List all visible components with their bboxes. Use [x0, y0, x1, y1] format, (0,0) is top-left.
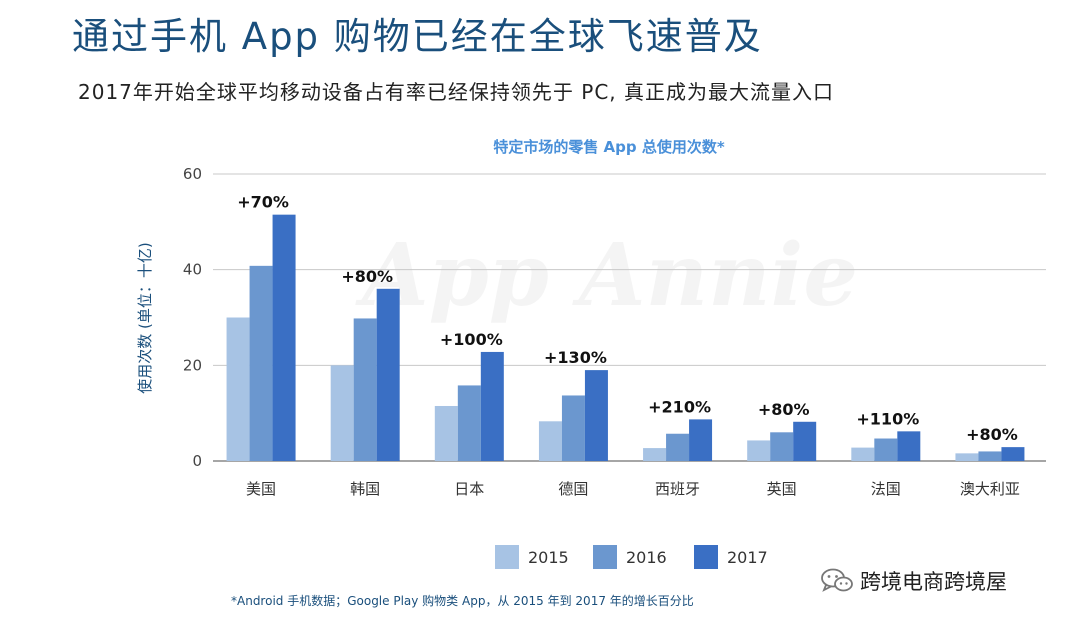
page-subtitle: 2017年开始全球平均移动设备占有率已经保持领先于 PC, 真正成为最大流量入口	[78, 80, 834, 104]
bar-2015	[538, 421, 562, 461]
legend: 2015 2016 2017	[495, 545, 768, 569]
x-tick-label: 德国	[558, 480, 588, 498]
bar-2017	[1001, 447, 1025, 461]
x-tick-label: 美国	[246, 480, 276, 498]
bar-2016	[561, 395, 585, 461]
growth-label: +80%	[341, 267, 393, 286]
x-tick-label: 英国	[767, 480, 797, 498]
bar-2017	[480, 351, 504, 461]
growth-label: +70%	[237, 193, 289, 212]
bar-2015	[955, 453, 979, 461]
brand-badge: 跨境电商跨境屋	[820, 566, 1007, 596]
growth-label: +80%	[966, 425, 1018, 444]
legend-swatch-2015	[495, 545, 519, 569]
bar-2017	[272, 214, 296, 461]
y-tick-label: 0	[192, 452, 202, 470]
legend-label: 2015	[528, 548, 569, 567]
bar-2015	[747, 440, 771, 461]
page-title: 通过手机 App 购物已经在全球飞速普及	[72, 15, 763, 58]
growth-label: +110%	[856, 409, 919, 428]
bar-2015	[434, 405, 458, 461]
bar-2016	[874, 438, 898, 461]
bar-2016	[770, 432, 794, 461]
bar-2017	[376, 288, 400, 461]
y-tick-label: 20	[183, 356, 202, 374]
bar-2016	[353, 318, 377, 461]
x-tick-label: 韩国	[350, 480, 380, 498]
bar-2017	[897, 431, 921, 461]
bar-2015	[330, 365, 354, 461]
growth-annotations: +70% +80% +100% +130% +210% +80% +110% +80%	[237, 193, 1018, 444]
bar-2017	[793, 421, 817, 461]
bar-2016	[457, 385, 481, 461]
growth-label: +210%	[648, 397, 711, 416]
x-axis-ticks: 美国 韩国 日本 德国 西班牙 英国 法国 澳大利亚	[246, 480, 1020, 498]
chart-title: 特定市场的零售 App 总使用次数*	[493, 138, 725, 156]
growth-label: +80%	[758, 400, 810, 419]
legend-swatch-2016	[593, 545, 617, 569]
bar-2016	[666, 433, 690, 461]
brand-label: 跨境电商跨境屋	[860, 570, 1007, 594]
y-tick-label: 60	[183, 165, 202, 183]
legend-label: 2016	[626, 548, 667, 567]
bar-2015	[851, 447, 875, 461]
legend-swatch-2017	[694, 545, 718, 569]
bar-2017	[584, 370, 608, 461]
watermark-text: App Annie	[355, 225, 858, 326]
x-tick-label: 澳大利亚	[960, 480, 1020, 498]
bar-2015	[226, 317, 250, 461]
bars	[226, 214, 1025, 461]
bar-2015	[643, 448, 667, 461]
wechat-icon	[821, 568, 853, 592]
x-tick-label: 日本	[454, 480, 484, 498]
y-tick-label: 40	[183, 261, 202, 279]
y-axis-label: 使用次数 (单位：十亿)	[136, 242, 154, 393]
bar-2016	[249, 265, 273, 461]
bar-2016	[978, 451, 1002, 461]
growth-label: +100%	[440, 330, 503, 349]
legend-label: 2017	[727, 548, 768, 567]
x-tick-label: 西班牙	[655, 480, 700, 498]
bar-2017	[689, 419, 713, 461]
footnote: *Android 手机数据；Google Play 购物类 App，从 2015…	[231, 594, 694, 608]
x-tick-label: 法国	[871, 480, 901, 498]
growth-label: +130%	[544, 348, 607, 367]
y-axis-ticks: 0 20 40 60	[183, 165, 202, 470]
